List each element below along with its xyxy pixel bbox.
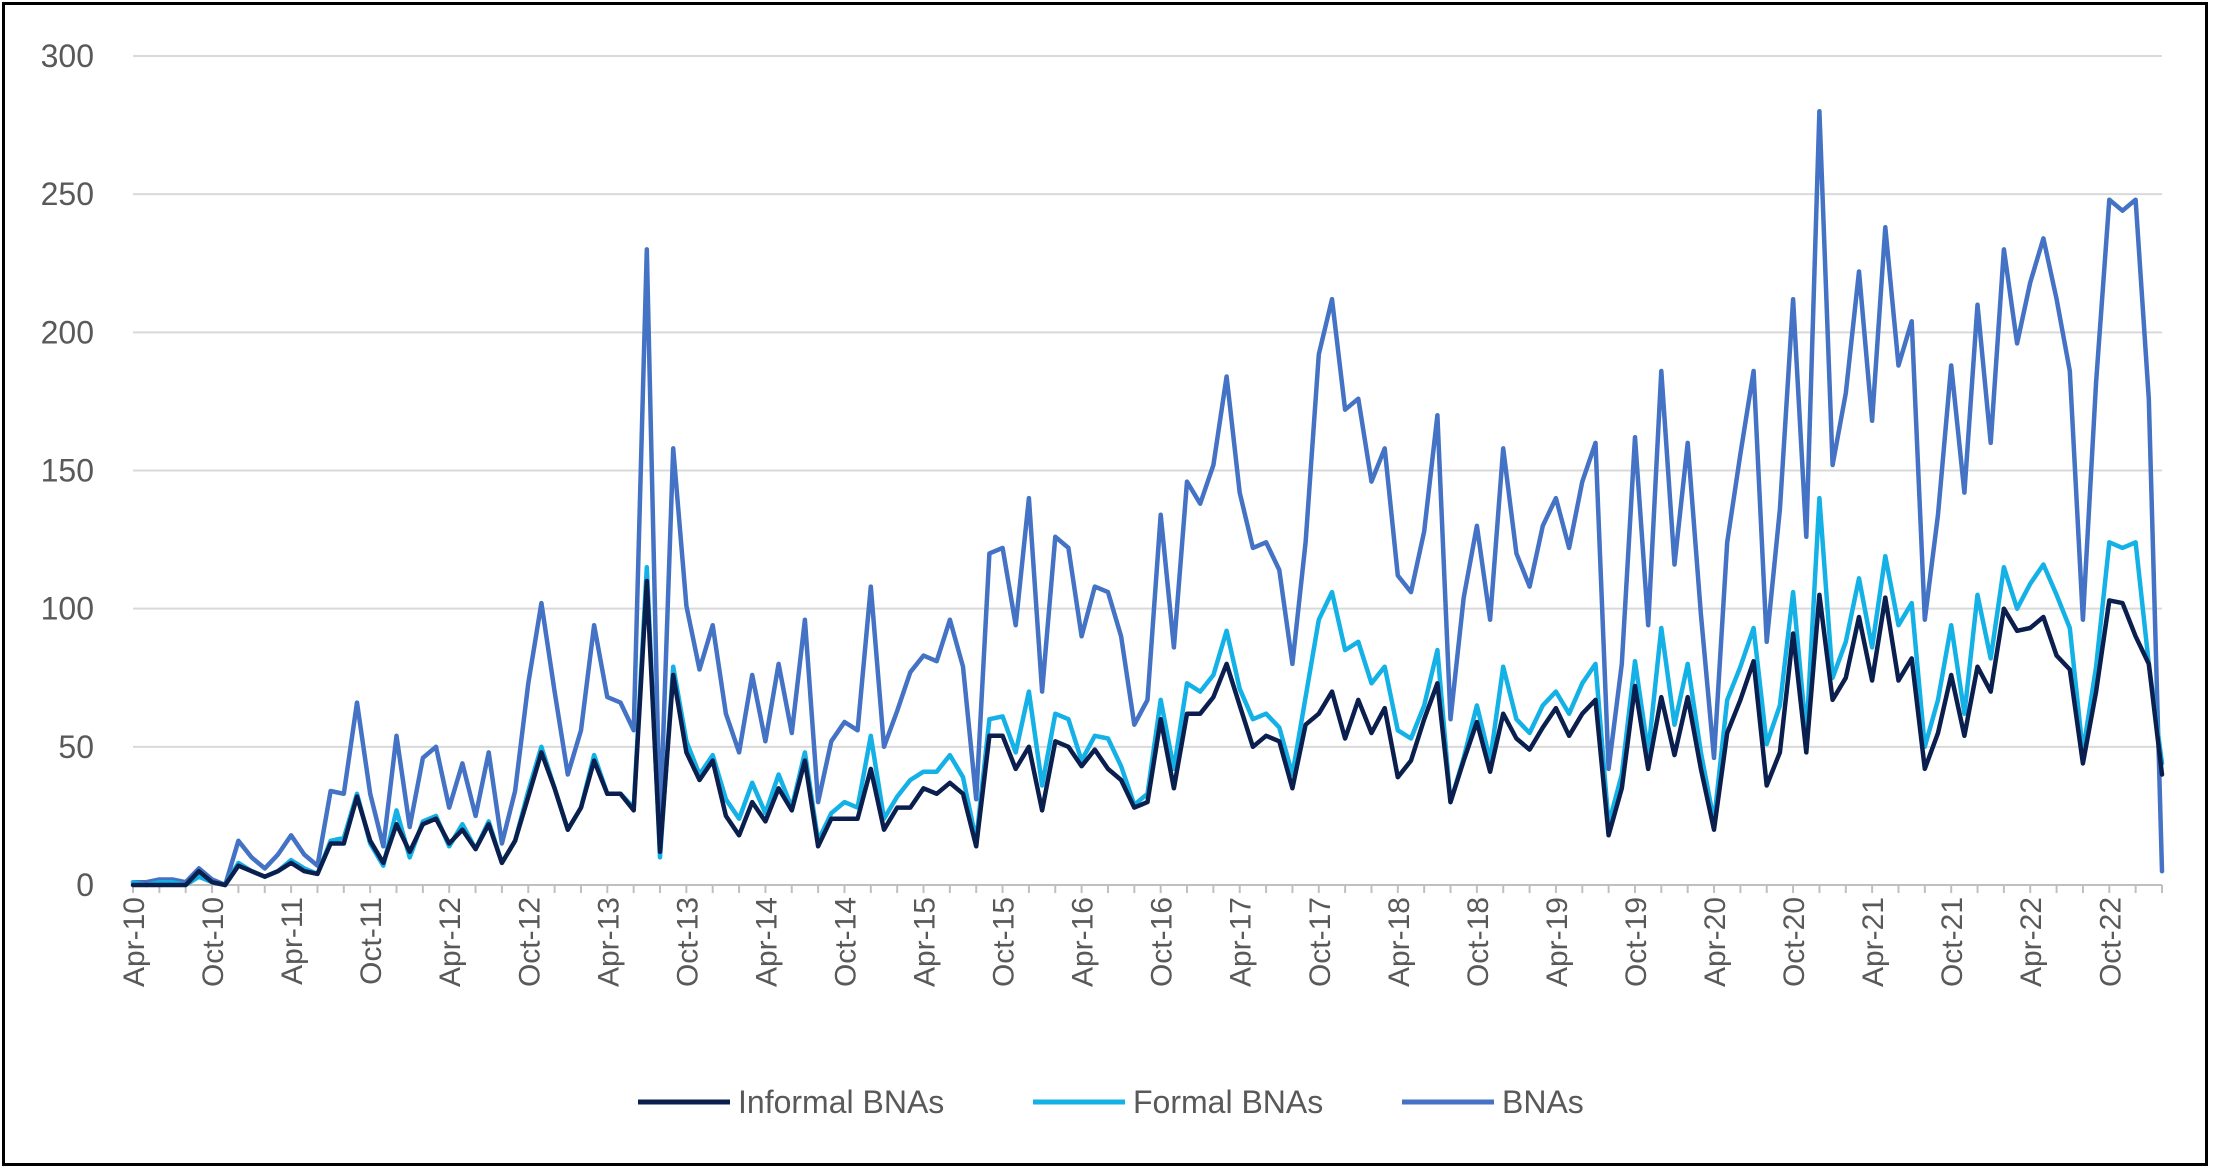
y-tick-label: 100 (41, 591, 94, 627)
legend-label: Formal BNAs (1133, 1084, 1323, 1120)
x-tick-label: Oct-20 (1778, 897, 1811, 987)
x-tick-label: Oct-12 (513, 897, 546, 987)
x-tick-label: Apr-18 (1383, 897, 1416, 987)
x-tick-label: Apr-13 (592, 897, 625, 987)
x-tick-label: Oct-15 (988, 897, 1021, 987)
x-tick-label: Apr-21 (1857, 897, 1890, 987)
x-tick-label: Oct-21 (1936, 897, 1969, 987)
y-axis: 0 50 100 150 200 250 300 (41, 38, 94, 903)
legend-label: BNAs (1502, 1084, 1584, 1120)
x-axis: Apr-10 Oct-10 Apr-11 Oct-11 Apr-12 Oct-12 Apr-… (118, 884, 2163, 987)
x-tick-label: Oct-17 (1304, 897, 1337, 987)
x-tick-label: Apr-10 (118, 897, 151, 987)
y-tick-label: 50 (58, 729, 94, 765)
x-tick-label: Apr-20 (1699, 897, 1732, 987)
x-tick-label: Apr-22 (2015, 897, 2048, 987)
x-tick-label: Oct-11 (355, 897, 388, 985)
x-tick-label: Apr-16 (1067, 897, 1100, 987)
x-tick-label: Apr-19 (1541, 897, 1574, 987)
y-tick-label: 300 (41, 38, 94, 74)
y-tick-label: 0 (76, 867, 94, 903)
x-tick-label: Apr-17 (1225, 897, 1258, 987)
gridlines (133, 55, 2162, 748)
x-tick-label: Oct-10 (197, 897, 230, 987)
legend-label: Informal BNAs (738, 1084, 944, 1120)
y-tick-label: 250 (41, 176, 94, 212)
x-tick-label: Oct-22 (2094, 897, 2127, 987)
x-tick-label: Oct-16 (1146, 897, 1179, 987)
x-tick-label: Apr-15 (909, 897, 942, 987)
x-tick-label: Oct-14 (829, 897, 862, 987)
x-tick-label: Apr-12 (434, 897, 467, 987)
x-tick-label: Oct-13 (671, 897, 704, 987)
x-tick-label: Oct-18 (1462, 897, 1495, 987)
x-tick-label: Oct-19 (1620, 897, 1653, 987)
x-tick-label: Apr-11 (276, 897, 309, 985)
legend: Informal BNAs Formal BNAs BNAs (638, 1084, 1584, 1120)
series-line-bnas (130, 109, 2165, 888)
x-tick-label: Apr-14 (750, 897, 783, 987)
series-lines (130, 109, 2165, 888)
y-tick-label: 200 (41, 314, 94, 350)
y-tick-label: 150 (41, 453, 94, 489)
series-line-informal-bnas (130, 578, 2165, 888)
